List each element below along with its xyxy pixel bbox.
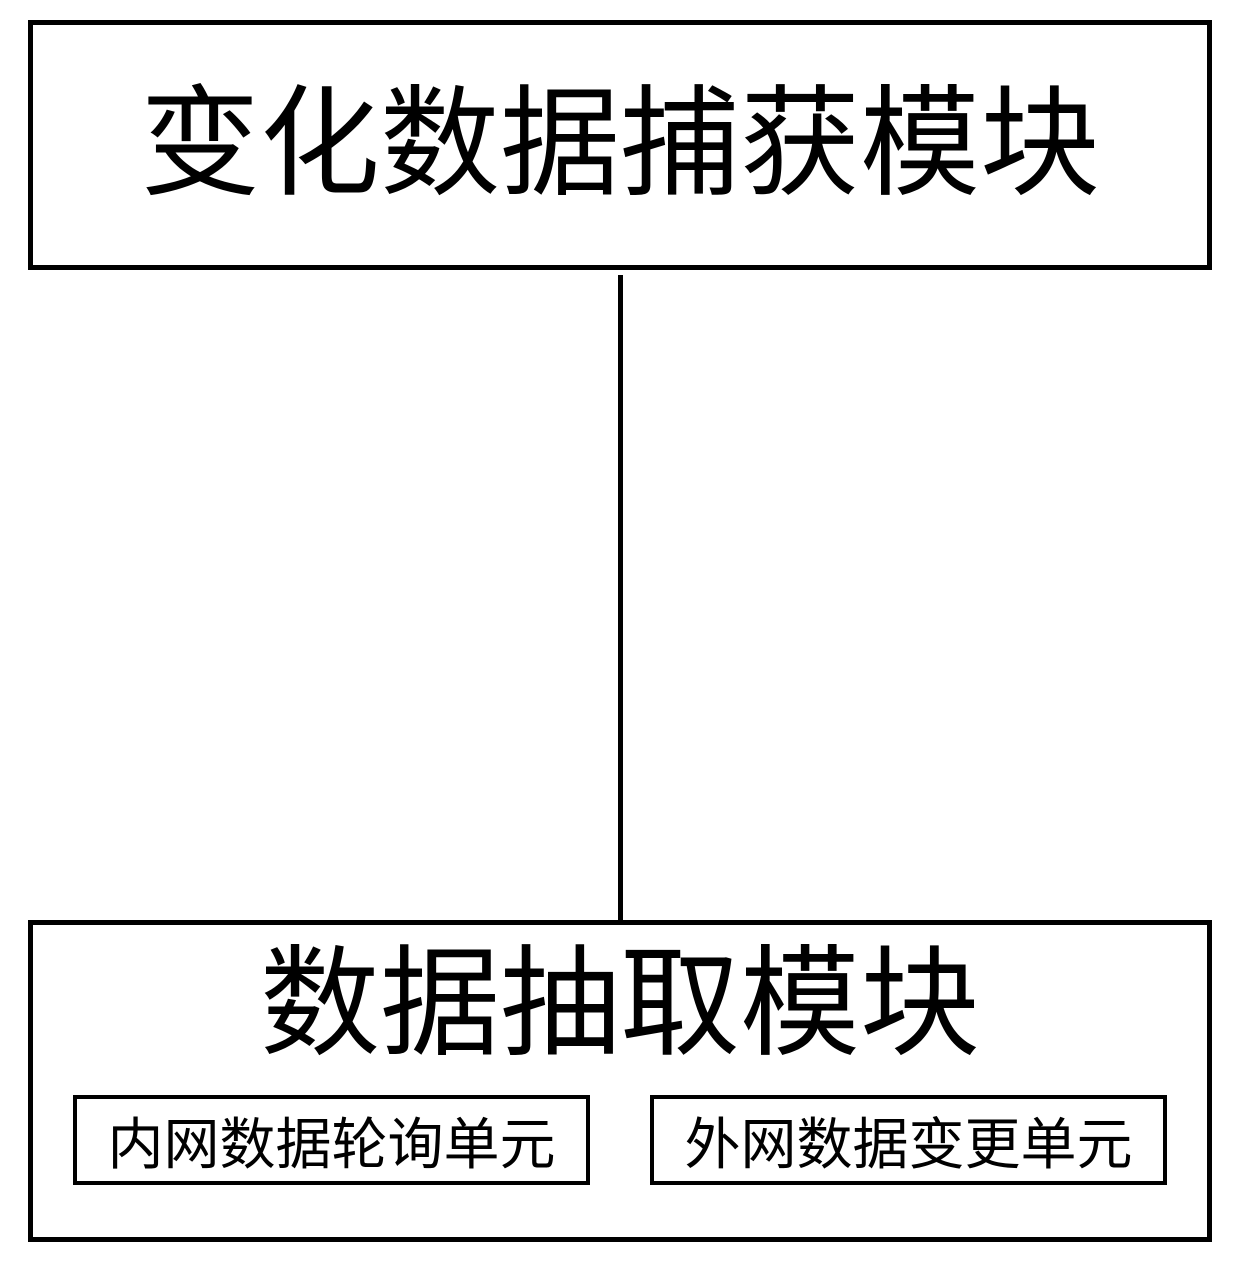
sub-unit-extranet-label: 外网数据变更单元 bbox=[685, 1100, 1133, 1181]
sub-unit-intranet-label: 内网数据轮询单元 bbox=[108, 1100, 556, 1181]
edge-top-to-bottom bbox=[618, 275, 623, 920]
sub-units-container: 内网数据轮询单元 外网数据变更单元 bbox=[33, 1095, 1207, 1185]
sub-unit-extranet-change: 外网数据变更单元 bbox=[650, 1095, 1167, 1185]
node-change-data-capture-module: 变化数据捕获模块 bbox=[28, 20, 1212, 270]
node-top-label: 变化数据捕获模块 bbox=[140, 85, 1100, 205]
node-data-extraction-module: 数据抽取模块 内网数据轮询单元 外网数据变更单元 bbox=[28, 920, 1212, 1242]
node-bottom-label: 数据抽取模块 bbox=[260, 945, 980, 1065]
sub-unit-intranet-polling: 内网数据轮询单元 bbox=[73, 1095, 590, 1185]
